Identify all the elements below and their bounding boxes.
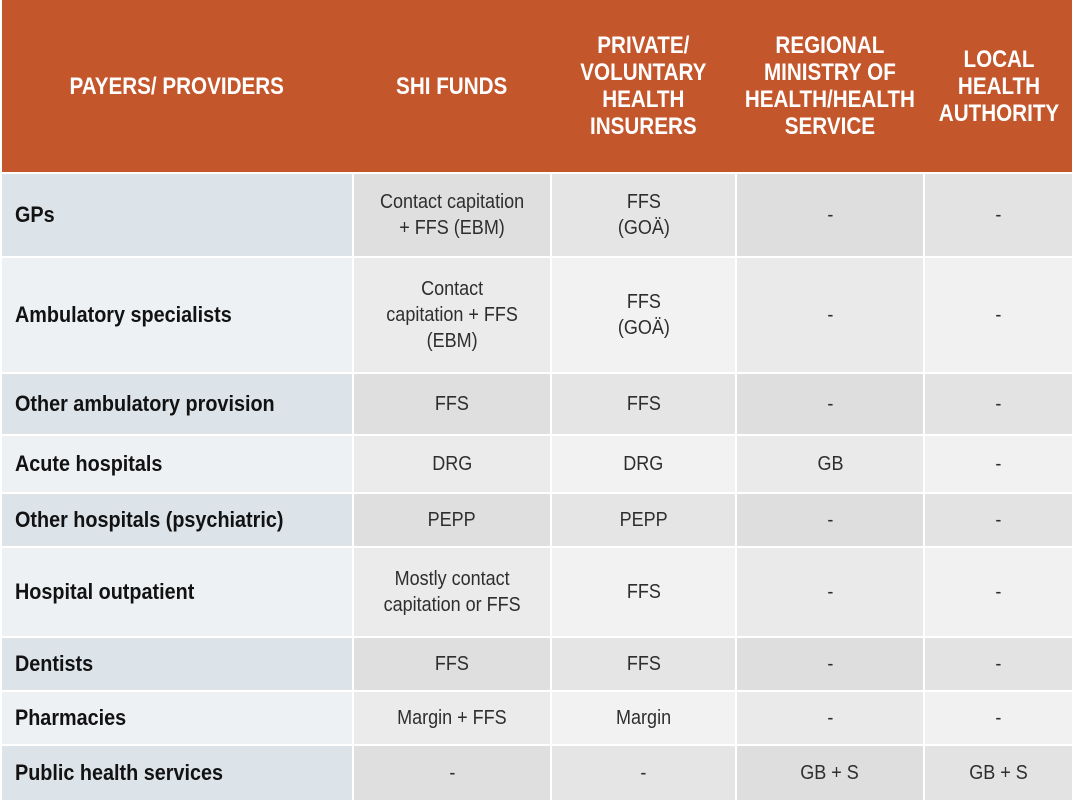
row-label: Other ambulatory provision xyxy=(2,374,352,434)
cell-value: FFS (GOÄ) xyxy=(552,174,735,256)
cell-value: - xyxy=(925,494,1072,546)
cell-value: FFS xyxy=(354,374,550,434)
cell-value: - xyxy=(737,638,923,690)
cell-value: - xyxy=(737,174,923,256)
cell-value: GB + S xyxy=(925,746,1072,800)
cell-value: - xyxy=(737,374,923,434)
row-label: Public health services xyxy=(2,746,352,800)
cell-value: GB + S xyxy=(737,746,923,800)
cell-value: FFS xyxy=(552,374,735,434)
cell-value: Margin + FFS xyxy=(354,692,550,744)
cell-value: - xyxy=(737,258,923,372)
row-label: Pharmacies xyxy=(2,692,352,744)
cell-value: - xyxy=(354,746,550,800)
column-header-regional-ministry: REGIONAL MINISTRY OF HEALTH/HEALTH SERVI… xyxy=(737,0,923,172)
column-header-shi-funds: SHI FUNDS xyxy=(354,0,550,172)
cell-value: Mostly contact capitation or FFS xyxy=(354,548,550,636)
cell-value: DRG xyxy=(354,436,550,492)
column-header-label: PRIVATE/ VOLUNTARY HEALTH INSURERS xyxy=(580,32,707,140)
table-header-row: PAYERS/ PROVIDERS SHI FUNDS PRIVATE/ VOL… xyxy=(2,0,1072,172)
row-label: Other hospitals (psychiatric) xyxy=(2,494,352,546)
cell-value: FFS (GOÄ) xyxy=(552,258,735,372)
column-header-label: SHI FUNDS xyxy=(396,72,508,100)
cell-value: Margin xyxy=(552,692,735,744)
cell-value: - xyxy=(552,746,735,800)
cell-value: - xyxy=(925,548,1072,636)
column-header-local-health-authority: LOCAL HEALTH AUTHORITY xyxy=(925,0,1072,172)
row-label: Dentists xyxy=(2,638,352,690)
cell-value: - xyxy=(737,548,923,636)
cell-value: FFS xyxy=(354,638,550,690)
table-body: GPs Contact capitation + FFS (EBM) FFS (… xyxy=(2,174,1072,800)
column-header-label: LOCAL HEALTH AUTHORITY xyxy=(938,45,1059,127)
cell-value: - xyxy=(925,258,1072,372)
column-header-label: REGIONAL MINISTRY OF HEALTH/HEALTH SERVI… xyxy=(744,32,916,140)
cell-value: PEPP xyxy=(552,494,735,546)
cell-value: DRG xyxy=(552,436,735,492)
cell-value: - xyxy=(925,692,1072,744)
cell-value: FFS xyxy=(552,638,735,690)
cell-value: - xyxy=(925,638,1072,690)
row-label: Hospital outpatient xyxy=(2,548,352,636)
row-label: Ambulatory specialists xyxy=(2,258,352,372)
cell-value: - xyxy=(925,374,1072,434)
cell-value: - xyxy=(737,494,923,546)
cell-value: - xyxy=(737,692,923,744)
column-header-private-voluntary-insurers: PRIVATE/ VOLUNTARY HEALTH INSURERS xyxy=(552,0,735,172)
cell-value: PEPP xyxy=(354,494,550,546)
row-label: Acute hospitals xyxy=(2,436,352,492)
row-label: GPs xyxy=(2,174,352,256)
cell-value: - xyxy=(925,436,1072,492)
cell-value: - xyxy=(925,174,1072,256)
cell-value: GB xyxy=(737,436,923,492)
column-header-payers-providers: PAYERS/ PROVIDERS xyxy=(2,0,352,172)
cell-value: FFS xyxy=(552,548,735,636)
column-header-label: PAYERS/ PROVIDERS xyxy=(69,72,285,100)
cell-value: Contact capitation + FFS (EBM) xyxy=(354,258,550,372)
cell-value: Contact capitation + FFS (EBM) xyxy=(354,174,550,256)
